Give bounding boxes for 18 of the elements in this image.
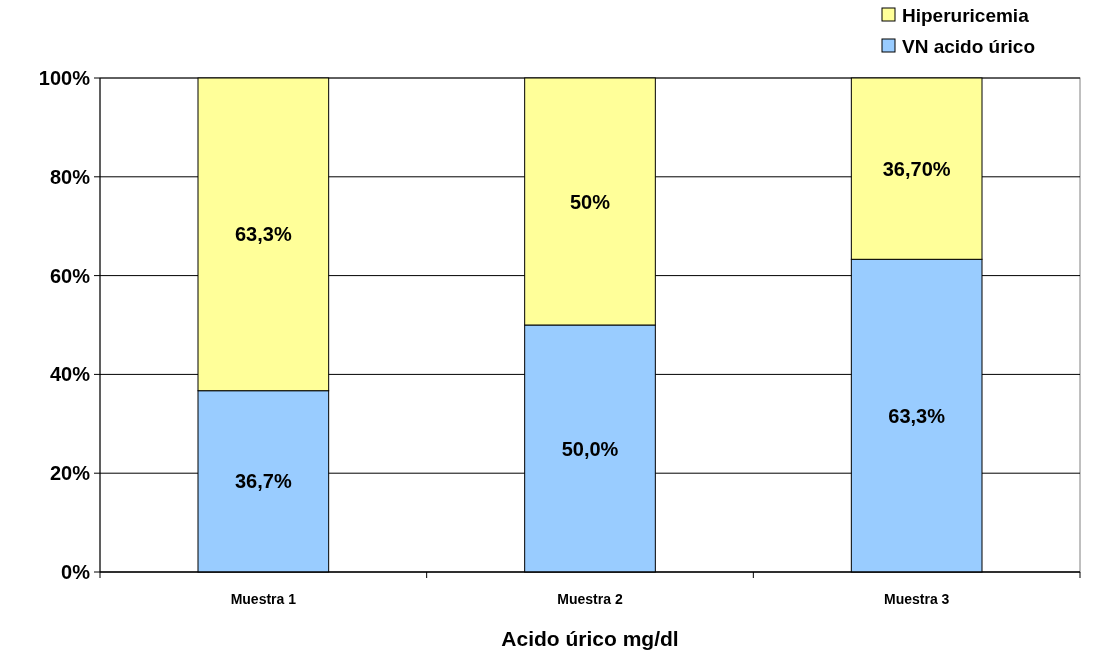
data-label: 63,3% — [234, 223, 292, 246]
y-tick-label: 60% — [49, 264, 91, 287]
y-tick-label: 80% — [49, 165, 91, 188]
y-tick-label: 0% — [61, 561, 91, 583]
y-tick-label: 40% — [49, 363, 91, 386]
data-label: 36,70% — [882, 157, 951, 180]
data-label: 63,3% — [888, 404, 946, 427]
x-tick-label: Muestra 2 — [557, 591, 623, 607]
y-tick-label: 100% — [38, 67, 91, 89]
x-axis-title: Acido úrico mg/dl — [501, 627, 679, 650]
x-tick-label: Muestra 1 — [230, 591, 297, 607]
legend-label: VN acido úrico — [902, 35, 1036, 57]
x-tick-label: Muestra 3 — [883, 591, 950, 607]
y-tick-label: 20% — [49, 462, 91, 485]
legend-label: Hiperuricemia — [902, 4, 1030, 26]
data-label: 50,0% — [561, 437, 619, 460]
data-label: 50% — [569, 190, 611, 213]
data-label: 36,7% — [234, 470, 292, 493]
